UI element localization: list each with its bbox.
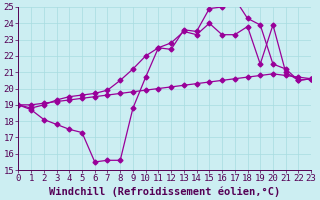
X-axis label: Windchill (Refroidissement éolien,°C): Windchill (Refroidissement éolien,°C) xyxy=(49,186,280,197)
